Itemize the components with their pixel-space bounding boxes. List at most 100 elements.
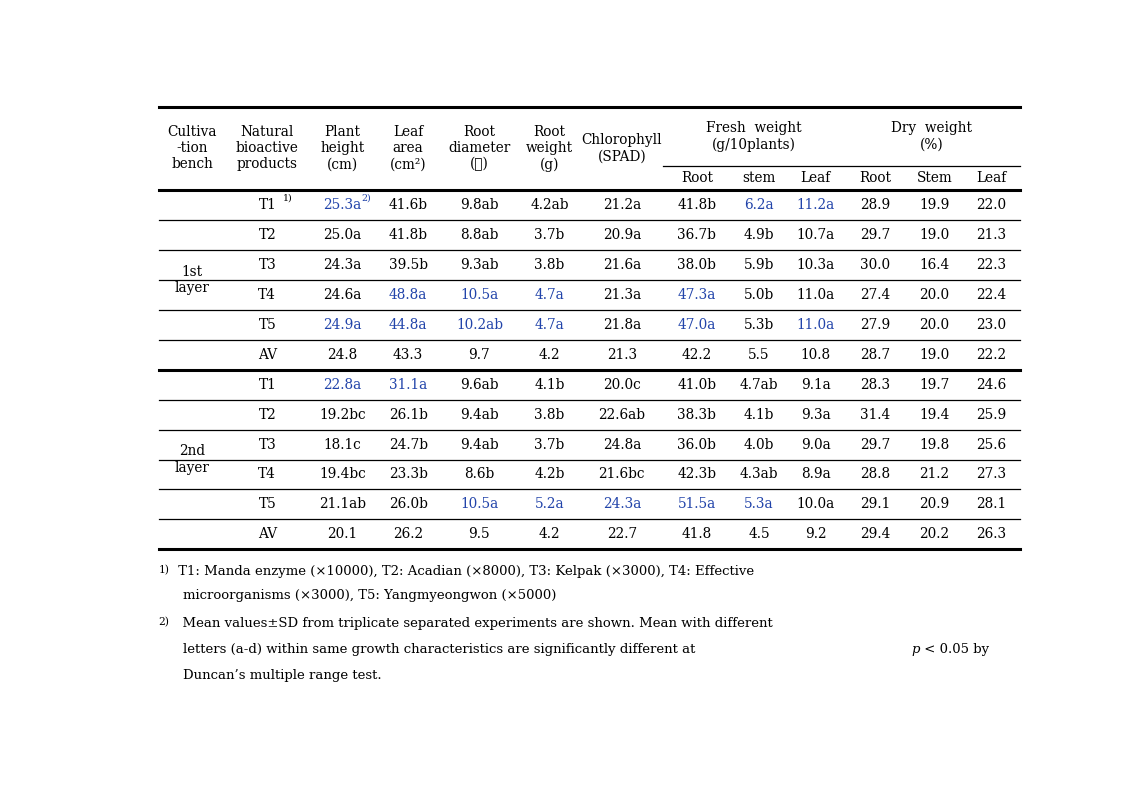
Text: Mean values±SD from triplicate separated experiments are shown. Mean with differ: Mean values±SD from triplicate separated… xyxy=(175,617,774,630)
Text: Cultiva
-tion
bench: Cultiva -tion bench xyxy=(168,125,217,171)
Text: 10.5a: 10.5a xyxy=(460,497,499,512)
Text: T1: Manda enzyme (×10000), T2: Acadian (×8000), T3: Kelpak (×3000), T4: Effectiv: T1: Manda enzyme (×10000), T2: Acadian (… xyxy=(175,565,754,578)
Text: 4.2: 4.2 xyxy=(539,348,560,362)
Text: 20.2: 20.2 xyxy=(920,527,949,542)
Text: 19.4: 19.4 xyxy=(920,408,949,422)
Text: 22.6ab: 22.6ab xyxy=(598,408,646,422)
Text: 8.6b: 8.6b xyxy=(464,467,494,482)
Text: 11.2a: 11.2a xyxy=(796,198,835,212)
Text: 48.8a: 48.8a xyxy=(389,288,428,302)
Text: T4: T4 xyxy=(258,288,276,302)
Text: 41.8b: 41.8b xyxy=(389,228,428,242)
Text: 47.3a: 47.3a xyxy=(678,288,717,302)
Text: 9.2: 9.2 xyxy=(804,527,826,542)
Text: 26.1b: 26.1b xyxy=(389,408,428,422)
Text: 4.7ab: 4.7ab xyxy=(739,378,778,392)
Text: 26.3: 26.3 xyxy=(977,527,1006,542)
Text: 1): 1) xyxy=(283,194,293,203)
Text: 24.3a: 24.3a xyxy=(602,497,641,512)
Text: 25.0a: 25.0a xyxy=(323,228,362,242)
Text: 21.3: 21.3 xyxy=(607,348,637,362)
Text: 24.6: 24.6 xyxy=(977,378,1006,392)
Text: 47.0a: 47.0a xyxy=(678,318,717,332)
Text: 22.2: 22.2 xyxy=(977,348,1006,362)
Text: 10.5a: 10.5a xyxy=(460,288,499,302)
Text: 21.6bc: 21.6bc xyxy=(599,467,645,482)
Text: 41.8b: 41.8b xyxy=(678,198,717,212)
Text: T1: T1 xyxy=(258,378,276,392)
Text: 27.3: 27.3 xyxy=(977,467,1006,482)
Text: 6.2a: 6.2a xyxy=(744,198,774,212)
Text: 21.2a: 21.2a xyxy=(602,198,641,212)
Text: T3: T3 xyxy=(258,437,276,452)
Text: 23.3b: 23.3b xyxy=(389,467,428,482)
Text: Dry  weight
(%): Dry weight (%) xyxy=(891,122,972,152)
Text: T2: T2 xyxy=(258,408,276,422)
Text: 21.8a: 21.8a xyxy=(602,318,641,332)
Text: 10.3a: 10.3a xyxy=(796,258,835,272)
Text: 9.0a: 9.0a xyxy=(801,437,831,452)
Text: 5.0b: 5.0b xyxy=(744,288,774,302)
Text: 9.7: 9.7 xyxy=(469,348,491,362)
Text: 31.4: 31.4 xyxy=(860,408,890,422)
Text: 2nd
layer: 2nd layer xyxy=(175,444,210,474)
Text: AV: AV xyxy=(258,348,277,362)
Text: 24.3a: 24.3a xyxy=(323,258,362,272)
Text: 28.3: 28.3 xyxy=(860,378,890,392)
Text: 2): 2) xyxy=(159,617,169,628)
Text: 2): 2) xyxy=(362,194,372,203)
Text: Root: Root xyxy=(859,171,891,185)
Text: 11.0a: 11.0a xyxy=(796,288,835,302)
Text: 23.0: 23.0 xyxy=(977,318,1006,332)
Text: 26.0b: 26.0b xyxy=(389,497,428,512)
Text: 41.0b: 41.0b xyxy=(678,378,717,392)
Text: letters (a-d) within same growth characteristics are significantly different at: letters (a-d) within same growth charact… xyxy=(184,643,699,656)
Text: 9.5: 9.5 xyxy=(469,527,491,542)
Text: 29.4: 29.4 xyxy=(860,527,890,542)
Text: 4.7a: 4.7a xyxy=(535,288,565,302)
Text: 24.6a: 24.6a xyxy=(323,288,362,302)
Text: 4.2b: 4.2b xyxy=(534,467,565,482)
Text: 4.1b: 4.1b xyxy=(744,408,774,422)
Text: 9.3ab: 9.3ab xyxy=(460,258,499,272)
Text: 36.7b: 36.7b xyxy=(678,228,717,242)
Text: 22.4: 22.4 xyxy=(977,288,1006,302)
Text: 38.0b: 38.0b xyxy=(678,258,717,272)
Text: 20.0: 20.0 xyxy=(920,288,949,302)
Text: 19.7: 19.7 xyxy=(920,378,949,392)
Text: 24.9a: 24.9a xyxy=(323,318,362,332)
Text: 31.1a: 31.1a xyxy=(389,378,427,392)
Text: AV: AV xyxy=(258,527,277,542)
Text: 11.0a: 11.0a xyxy=(796,318,835,332)
Text: 30.0: 30.0 xyxy=(860,258,890,272)
Text: 22.0: 22.0 xyxy=(977,198,1006,212)
Text: 19.2bc: 19.2bc xyxy=(319,408,365,422)
Text: Root: Root xyxy=(681,171,713,185)
Text: 29.7: 29.7 xyxy=(860,228,890,242)
Text: 3.7b: 3.7b xyxy=(534,228,565,242)
Text: 5.9b: 5.9b xyxy=(744,258,774,272)
Text: 41.6b: 41.6b xyxy=(389,198,428,212)
Text: 4.5: 4.5 xyxy=(748,527,770,542)
Text: 18.1c: 18.1c xyxy=(323,437,362,452)
Text: p: p xyxy=(911,643,920,656)
Text: 21.1ab: 21.1ab xyxy=(318,497,366,512)
Text: Leaf: Leaf xyxy=(801,171,831,185)
Text: 28.9: 28.9 xyxy=(860,198,890,212)
Text: 25.9: 25.9 xyxy=(977,408,1006,422)
Text: 29.1: 29.1 xyxy=(860,497,890,512)
Text: Fresh  weight
(g/10plants): Fresh weight (g/10plants) xyxy=(706,121,801,152)
Text: 19.4bc: 19.4bc xyxy=(318,467,365,482)
Text: 4.2: 4.2 xyxy=(539,527,560,542)
Text: 9.8ab: 9.8ab xyxy=(460,198,499,212)
Text: 5.3a: 5.3a xyxy=(744,497,774,512)
Text: 8.8ab: 8.8ab xyxy=(460,228,499,242)
Text: 28.7: 28.7 xyxy=(860,348,890,362)
Text: Chlorophyll
(SPAD): Chlorophyll (SPAD) xyxy=(582,133,662,163)
Text: Leaf
area
(cm²): Leaf area (cm²) xyxy=(390,125,427,171)
Text: 4.3ab: 4.3ab xyxy=(739,467,778,482)
Text: 28.8: 28.8 xyxy=(860,467,890,482)
Text: 9.1a: 9.1a xyxy=(801,378,831,392)
Text: 10.8: 10.8 xyxy=(801,348,831,362)
Text: 21.2: 21.2 xyxy=(920,467,949,482)
